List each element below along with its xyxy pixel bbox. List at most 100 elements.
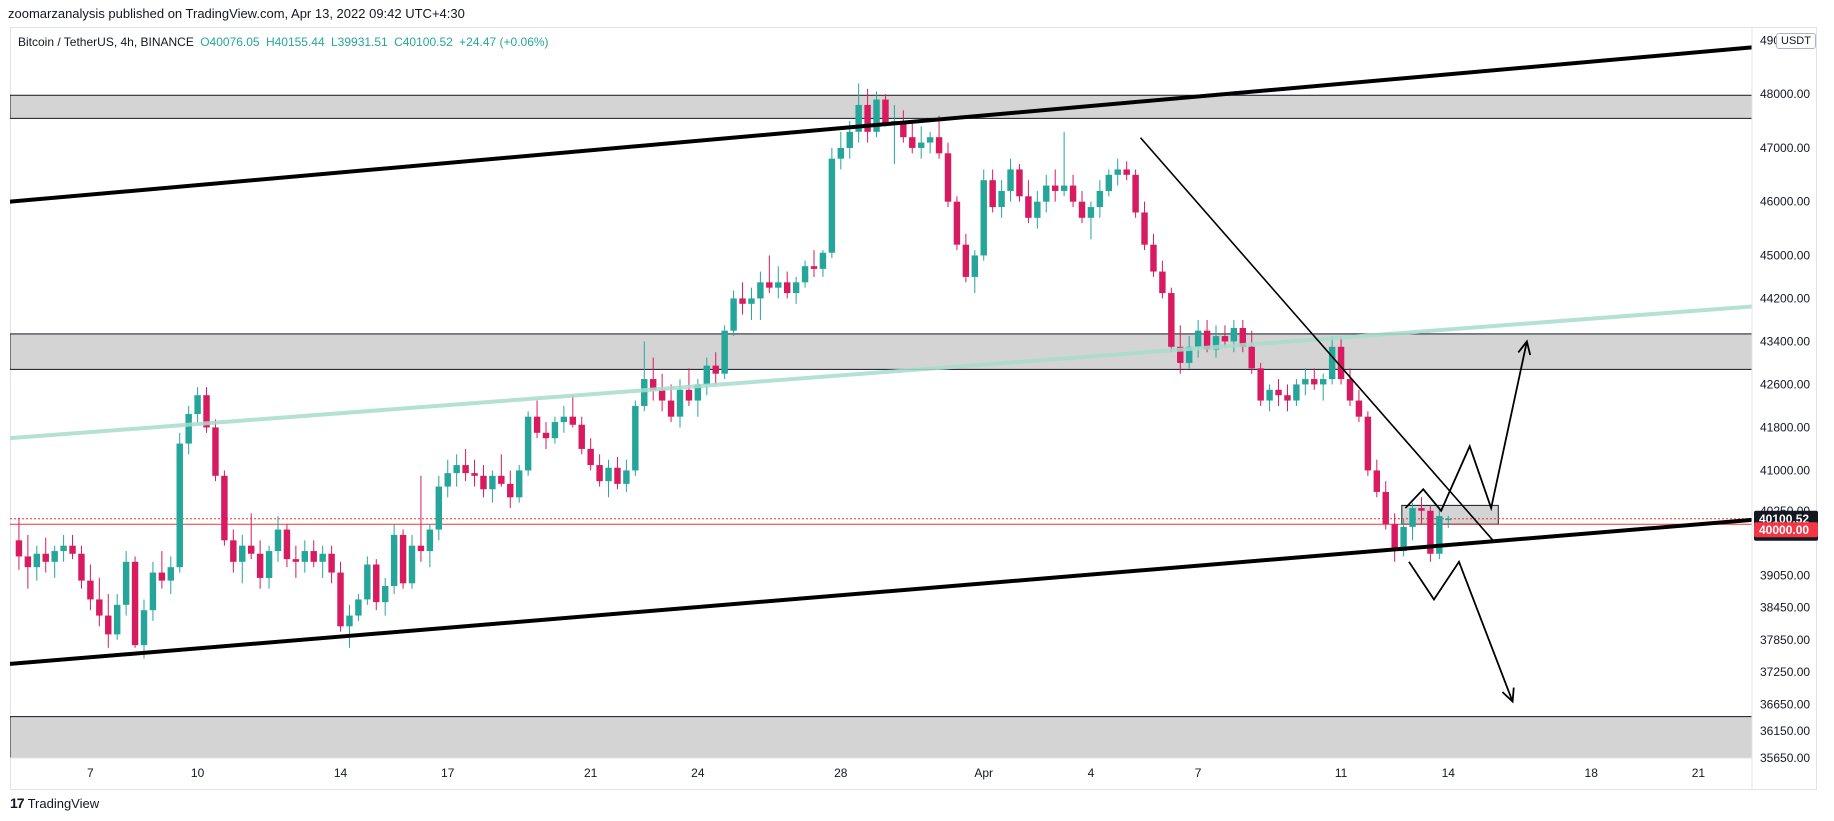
price-label-bg bbox=[1754, 522, 1818, 538]
candle-body bbox=[703, 365, 711, 385]
candle bbox=[444, 459, 451, 498]
trendline-lower-channel bbox=[10, 517, 1752, 666]
candle bbox=[524, 411, 532, 476]
trendline-down-trendline bbox=[1140, 137, 1494, 542]
candle bbox=[1445, 515, 1452, 528]
candle-body bbox=[917, 142, 925, 148]
candle-body bbox=[1319, 379, 1327, 385]
candle-body bbox=[1328, 346, 1336, 380]
candle bbox=[792, 276, 800, 304]
candle bbox=[632, 400, 639, 476]
candle bbox=[131, 556, 139, 648]
candle bbox=[1319, 373, 1327, 401]
candle bbox=[649, 357, 657, 401]
publish-info: zoomarzanalysis published on TradingView… bbox=[8, 6, 465, 21]
candle bbox=[399, 529, 407, 589]
candle-body bbox=[855, 104, 862, 132]
candle-body bbox=[1302, 379, 1309, 385]
candle bbox=[569, 395, 577, 428]
candle bbox=[105, 594, 112, 648]
candle bbox=[1194, 319, 1202, 358]
y-tick-label: 48000.00 bbox=[1760, 87, 1810, 101]
x-tick-label: 18 bbox=[1585, 766, 1599, 780]
candle bbox=[998, 180, 1005, 218]
candle-body bbox=[69, 545, 76, 554]
x-tick-label: 21 bbox=[584, 766, 598, 780]
candle-body bbox=[51, 551, 58, 562]
candle-body bbox=[247, 545, 255, 554]
y-tick-label: 39050.00 bbox=[1760, 568, 1810, 582]
candle bbox=[775, 266, 782, 299]
candle-body bbox=[390, 534, 398, 586]
candle-body bbox=[676, 389, 684, 417]
candle-body bbox=[1248, 346, 1255, 369]
candle-body bbox=[605, 467, 612, 482]
currency-badge[interactable]: USDT bbox=[1776, 33, 1816, 49]
candle-body bbox=[310, 551, 317, 562]
candle-body bbox=[1150, 244, 1157, 272]
candle bbox=[239, 534, 246, 584]
candle bbox=[381, 577, 389, 616]
candle-body bbox=[1266, 389, 1273, 401]
candle-body bbox=[614, 467, 621, 484]
candle-body bbox=[1034, 201, 1041, 218]
candle-body bbox=[203, 395, 210, 428]
candle-body bbox=[1025, 196, 1032, 218]
candle bbox=[551, 416, 559, 444]
candle-body bbox=[426, 529, 434, 552]
x-tick-label: 21 bbox=[1692, 766, 1706, 780]
candle-body bbox=[1346, 379, 1354, 401]
candle bbox=[1141, 201, 1148, 251]
candle bbox=[1087, 201, 1095, 240]
candle bbox=[87, 564, 94, 611]
candle bbox=[453, 454, 460, 487]
candle-body bbox=[194, 395, 201, 414]
x-tick-label: 14 bbox=[334, 766, 348, 780]
candle-body bbox=[1060, 185, 1068, 191]
y-tick-label: 38450.00 bbox=[1760, 601, 1810, 615]
candle bbox=[596, 454, 603, 487]
candle bbox=[498, 454, 505, 487]
candle-body bbox=[364, 564, 371, 600]
y-tick-label: 41000.00 bbox=[1760, 463, 1810, 477]
candle bbox=[328, 545, 335, 584]
arrowhead-bullish-path bbox=[1517, 339, 1532, 356]
candle bbox=[757, 271, 764, 320]
candle bbox=[542, 422, 550, 449]
tradingview-logo[interactable]: 17 TradingView bbox=[10, 795, 99, 811]
candle bbox=[1159, 260, 1166, 299]
candle bbox=[1382, 481, 1389, 530]
candle-body bbox=[221, 475, 228, 541]
candle-body bbox=[998, 190, 1005, 208]
candle bbox=[1096, 180, 1104, 218]
candle bbox=[1436, 508, 1443, 560]
candle bbox=[310, 540, 317, 568]
candle-body bbox=[515, 470, 523, 498]
candle bbox=[42, 537, 49, 573]
candle-body bbox=[935, 137, 943, 154]
candle-body bbox=[1007, 169, 1014, 191]
candle bbox=[864, 88, 871, 143]
candle-body bbox=[971, 255, 979, 277]
candle-body bbox=[1355, 400, 1363, 417]
candle bbox=[1221, 325, 1229, 347]
candle-body bbox=[113, 604, 121, 635]
candle-body bbox=[1418, 508, 1425, 511]
candle bbox=[1418, 497, 1425, 525]
candle-body bbox=[265, 551, 273, 578]
candle bbox=[1293, 379, 1300, 406]
x-tick-label: 14 bbox=[1442, 766, 1456, 780]
symbol-name[interactable]: Bitcoin / TetherUS, 4h, BINANCE bbox=[18, 35, 194, 49]
candle bbox=[346, 604, 353, 648]
candle bbox=[515, 465, 523, 503]
x-tick-label: 17 bbox=[441, 766, 455, 780]
candle-body bbox=[846, 131, 853, 148]
candle bbox=[900, 110, 907, 143]
candle-body bbox=[623, 470, 630, 484]
candle bbox=[1078, 190, 1086, 224]
candle-body bbox=[792, 282, 800, 294]
candle bbox=[462, 448, 469, 482]
candle bbox=[1007, 158, 1014, 202]
candle bbox=[1043, 174, 1050, 213]
